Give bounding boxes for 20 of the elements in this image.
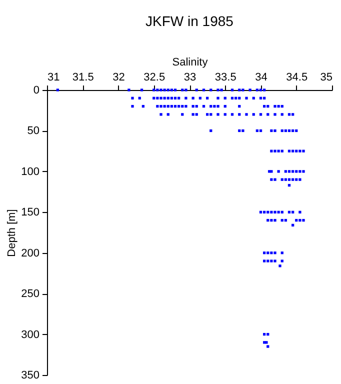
x-tick-label: 31 xyxy=(48,72,60,84)
y-tick-label: 100 xyxy=(21,166,40,178)
x-tick-label: 33.5 xyxy=(214,72,236,84)
x-tick-label: 34 xyxy=(255,72,268,84)
x-tick-label: 32 xyxy=(112,72,125,84)
y-tick-label: 150 xyxy=(21,206,40,219)
y-tick-label: 250 xyxy=(21,288,40,300)
y-tick-label: 200 xyxy=(21,247,40,260)
y-tick-label: 350 xyxy=(21,370,40,382)
y-tick-label: 0 xyxy=(33,84,40,96)
x-tick-label: 34.5 xyxy=(286,72,308,84)
x-axis-title: Salinity xyxy=(172,56,208,68)
y-tick-label: 50 xyxy=(27,125,40,138)
x-tick-label: 32.5 xyxy=(144,72,166,84)
y-axis-title: Depth [m] xyxy=(6,209,18,257)
x-tick-label: 35 xyxy=(320,72,332,84)
y-tick-label: 300 xyxy=(21,328,40,341)
chart-title: JKFW in 1985 xyxy=(146,13,234,29)
x-tick-label: 33 xyxy=(184,72,196,84)
x-tick-label: 31.5 xyxy=(72,72,94,84)
